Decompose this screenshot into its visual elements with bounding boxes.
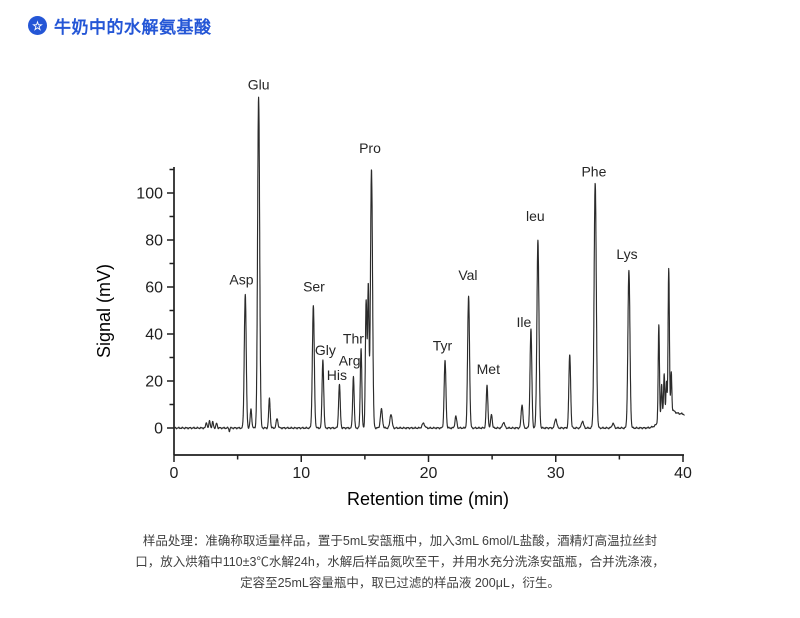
x-tick-label: 0 — [170, 465, 179, 482]
y-tick-label: 0 — [154, 421, 163, 438]
peak-label-gly: Gly — [315, 342, 336, 358]
peak-label-val: Val — [458, 267, 477, 283]
axis-tick-labels: 0 20 40 60 80 100 0 10 20 30 40 — [136, 186, 692, 483]
peak-label-leu: leu — [526, 208, 545, 224]
x-axis-title: Retention time (min) — [347, 489, 509, 509]
page-header: ☆ 牛奶中的水解氨基酸 — [28, 13, 212, 38]
x-tick-label: 30 — [547, 465, 565, 482]
caption-line: 样品处理：准确称取适量样品，置于5mL安瓿瓶中，加入3mL 6mol/L盐酸，酒… — [142, 534, 658, 548]
caption-line: 口，放入烘箱中110±3℃水解24h，水解后样品氮吹至干，并用水充分洗涤安瓿瓶，… — [135, 555, 665, 569]
page-title: 牛奶中的水解氨基酸 — [54, 18, 212, 37]
x-tick-label: 20 — [420, 465, 438, 482]
peak-label-thr: Thr — [343, 330, 364, 346]
y-tick-label: 20 — [145, 374, 163, 391]
y-tick-label: 80 — [145, 233, 163, 250]
peak-label-his: His — [327, 367, 347, 383]
caption-line: 定容至25mL容量瓶中，取已过滤的样品液 200μL，衍生。 — [240, 576, 560, 590]
peak-label-ser: Ser — [303, 279, 325, 295]
peak-label-pro: Pro — [359, 140, 381, 156]
chromatogram-trace — [173, 96, 685, 433]
y-axis-title: Signal (mV) — [94, 264, 114, 358]
y-tick-label: 60 — [145, 280, 163, 297]
star-badge-icon: ☆ — [28, 16, 47, 35]
peak-label-lys: Lys — [616, 246, 637, 262]
peak-label-met: Met — [477, 361, 500, 377]
peak-label-ile: Ile — [517, 314, 532, 330]
peak-label-glu: Glu — [248, 77, 270, 93]
x-tick-label: 40 — [674, 465, 692, 482]
peak-label-phe: Phe — [581, 164, 606, 180]
peak-label-tyr: Tyr — [433, 337, 453, 353]
x-tick-label: 10 — [292, 465, 310, 482]
y-tick-label: 40 — [145, 327, 163, 344]
sample-prep-caption: 样品处理：准确称取适量样品，置于5mL安瓿瓶中，加入3mL 6mol/L盐酸，酒… — [50, 531, 750, 594]
y-tick-label: 100 — [136, 186, 163, 203]
peak-label-arg: Arg — [339, 353, 361, 369]
peak-label-asp: Asp — [229, 272, 253, 288]
